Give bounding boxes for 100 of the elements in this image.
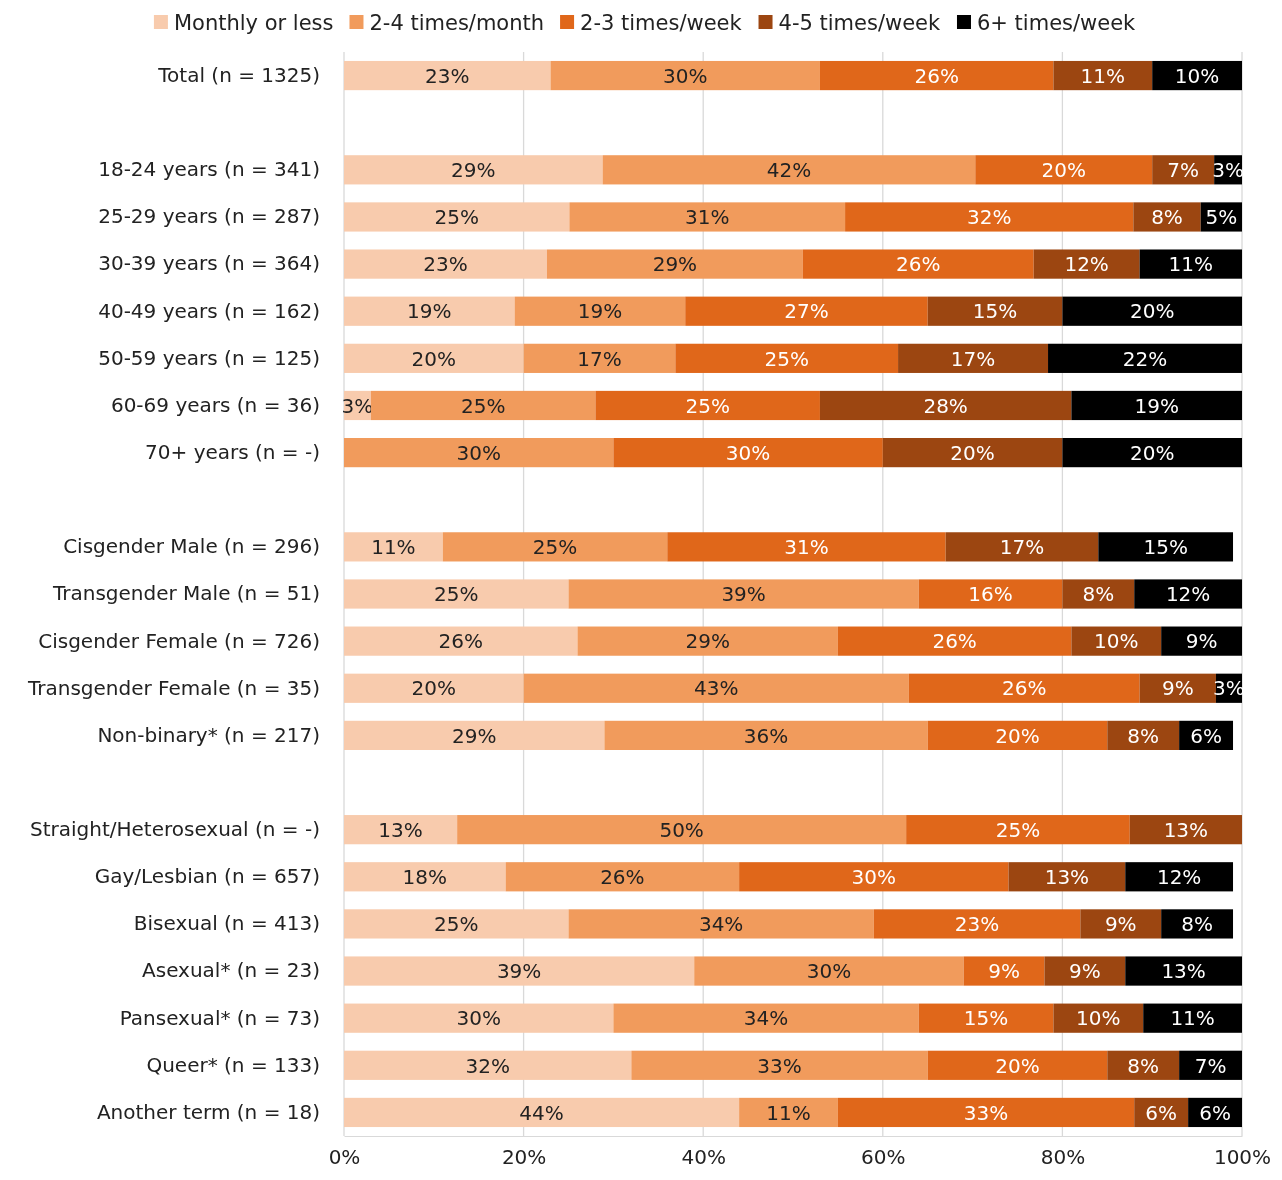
- data-label: 13%: [1163, 817, 1209, 842]
- data-label: 30%: [456, 440, 501, 465]
- y-tick-label: 70+ years (n = -): [145, 440, 320, 465]
- bar: [694, 956, 964, 986]
- bar: [1062, 579, 1135, 609]
- x-tick-label: 100%: [1213, 1145, 1272, 1170]
- data-label: 26%: [932, 629, 977, 654]
- data-label: 9%: [988, 959, 1020, 984]
- legend-label: 6+ times/week: [976, 10, 1137, 35]
- bar: [344, 249, 547, 279]
- bar: [442, 532, 668, 562]
- data-label: 6%: [1145, 1100, 1178, 1125]
- data-label: 15%: [1143, 535, 1188, 560]
- data-label: 28%: [923, 393, 968, 418]
- data-label: 20%: [950, 440, 995, 465]
- data-label: 29%: [652, 252, 698, 277]
- bar: [344, 343, 524, 373]
- y-tick-label: Transgender Male (n = 51): [51, 581, 320, 606]
- x-tick-label: 40%: [681, 1145, 726, 1170]
- legend-label: 2-4 times/month: [369, 10, 545, 35]
- data-label: 12%: [1064, 252, 1109, 277]
- y-tick-label: 30-39 years (n = 364): [98, 251, 320, 276]
- bar: [344, 1097, 740, 1128]
- data-label: 10%: [1174, 63, 1220, 88]
- bar: [1129, 815, 1242, 845]
- data-label: 25%: [434, 205, 479, 230]
- bar: [344, 155, 603, 185]
- x-tick-label: 60%: [861, 1145, 906, 1170]
- data-label: 9%: [1185, 629, 1218, 654]
- data-label: 20%: [411, 676, 457, 701]
- data-label: 20%: [1129, 299, 1175, 324]
- data-label: 30%: [456, 1006, 501, 1031]
- bar: [739, 862, 1009, 892]
- data-label: 25%: [685, 393, 730, 418]
- bar: [344, 579, 569, 609]
- bar: [344, 673, 524, 703]
- bar: [927, 1050, 1108, 1080]
- data-label: 13%: [1044, 864, 1090, 889]
- bar: [1098, 532, 1234, 562]
- data-label: 12%: [1156, 864, 1202, 889]
- data-label: 31%: [685, 205, 730, 230]
- bar: [819, 390, 1072, 421]
- bar: [908, 673, 1140, 703]
- bar: [1133, 202, 1201, 232]
- bar: [675, 343, 899, 373]
- data-label: 15%: [963, 1006, 1009, 1031]
- bar: [927, 296, 1063, 326]
- data-label: 43%: [693, 676, 739, 701]
- data-label: 11%: [1080, 63, 1126, 88]
- x-tick-label: 80%: [1040, 1145, 1086, 1170]
- bar: [631, 1050, 928, 1080]
- bar: [523, 673, 909, 703]
- bar: [370, 390, 596, 421]
- y-tick-label: Another term (n = 18): [96, 1099, 320, 1124]
- y-tick-label: Gay/Lesbian (n = 657): [94, 864, 320, 889]
- data-label: 3%: [341, 393, 374, 418]
- data-label: 33%: [963, 1100, 1009, 1125]
- data-label: 13%: [378, 817, 423, 842]
- data-label: 19%: [407, 299, 452, 324]
- data-label: 10%: [1076, 1006, 1121, 1031]
- data-label: 23%: [423, 252, 468, 277]
- bar: [1134, 579, 1242, 609]
- data-label: 11%: [371, 535, 416, 560]
- bar: [837, 1097, 1135, 1128]
- bar: [568, 909, 874, 939]
- data-label: 8%: [1082, 582, 1115, 607]
- bar: [975, 155, 1153, 185]
- data-label: 23%: [954, 912, 1000, 937]
- data-label: 50%: [659, 817, 704, 842]
- bar: [1048, 343, 1242, 373]
- data-label: 20%: [995, 1053, 1040, 1078]
- bar: [739, 1097, 838, 1128]
- data-label: 25%: [434, 582, 479, 607]
- bar: [523, 343, 676, 373]
- bar: [667, 532, 946, 562]
- bar: [918, 1003, 1054, 1033]
- data-label: 20%: [995, 723, 1040, 748]
- data-label: 11%: [766, 1100, 811, 1125]
- bar: [602, 155, 976, 185]
- bar: [1125, 956, 1242, 986]
- bar: [344, 532, 443, 562]
- data-label: 9%: [1161, 676, 1194, 701]
- bar: [344, 438, 614, 468]
- bar: [505, 862, 740, 892]
- bar: [546, 249, 803, 279]
- data-label: 31%: [784, 535, 829, 560]
- bar: [344, 1003, 614, 1033]
- bar: [819, 60, 1054, 91]
- bar: [873, 909, 1081, 939]
- data-label: 16%: [968, 582, 1013, 607]
- y-tick-label: Asexual* (n = 23): [142, 958, 320, 983]
- bar: [927, 720, 1108, 750]
- bar: [1071, 390, 1242, 421]
- data-label: 30%: [663, 63, 708, 88]
- data-label: 25%: [532, 535, 578, 560]
- data-label: 39%: [496, 959, 542, 984]
- data-label: 29%: [451, 158, 496, 183]
- data-label: 34%: [743, 1006, 789, 1031]
- x-tick-label: 20%: [501, 1145, 547, 1170]
- bar: [514, 296, 686, 326]
